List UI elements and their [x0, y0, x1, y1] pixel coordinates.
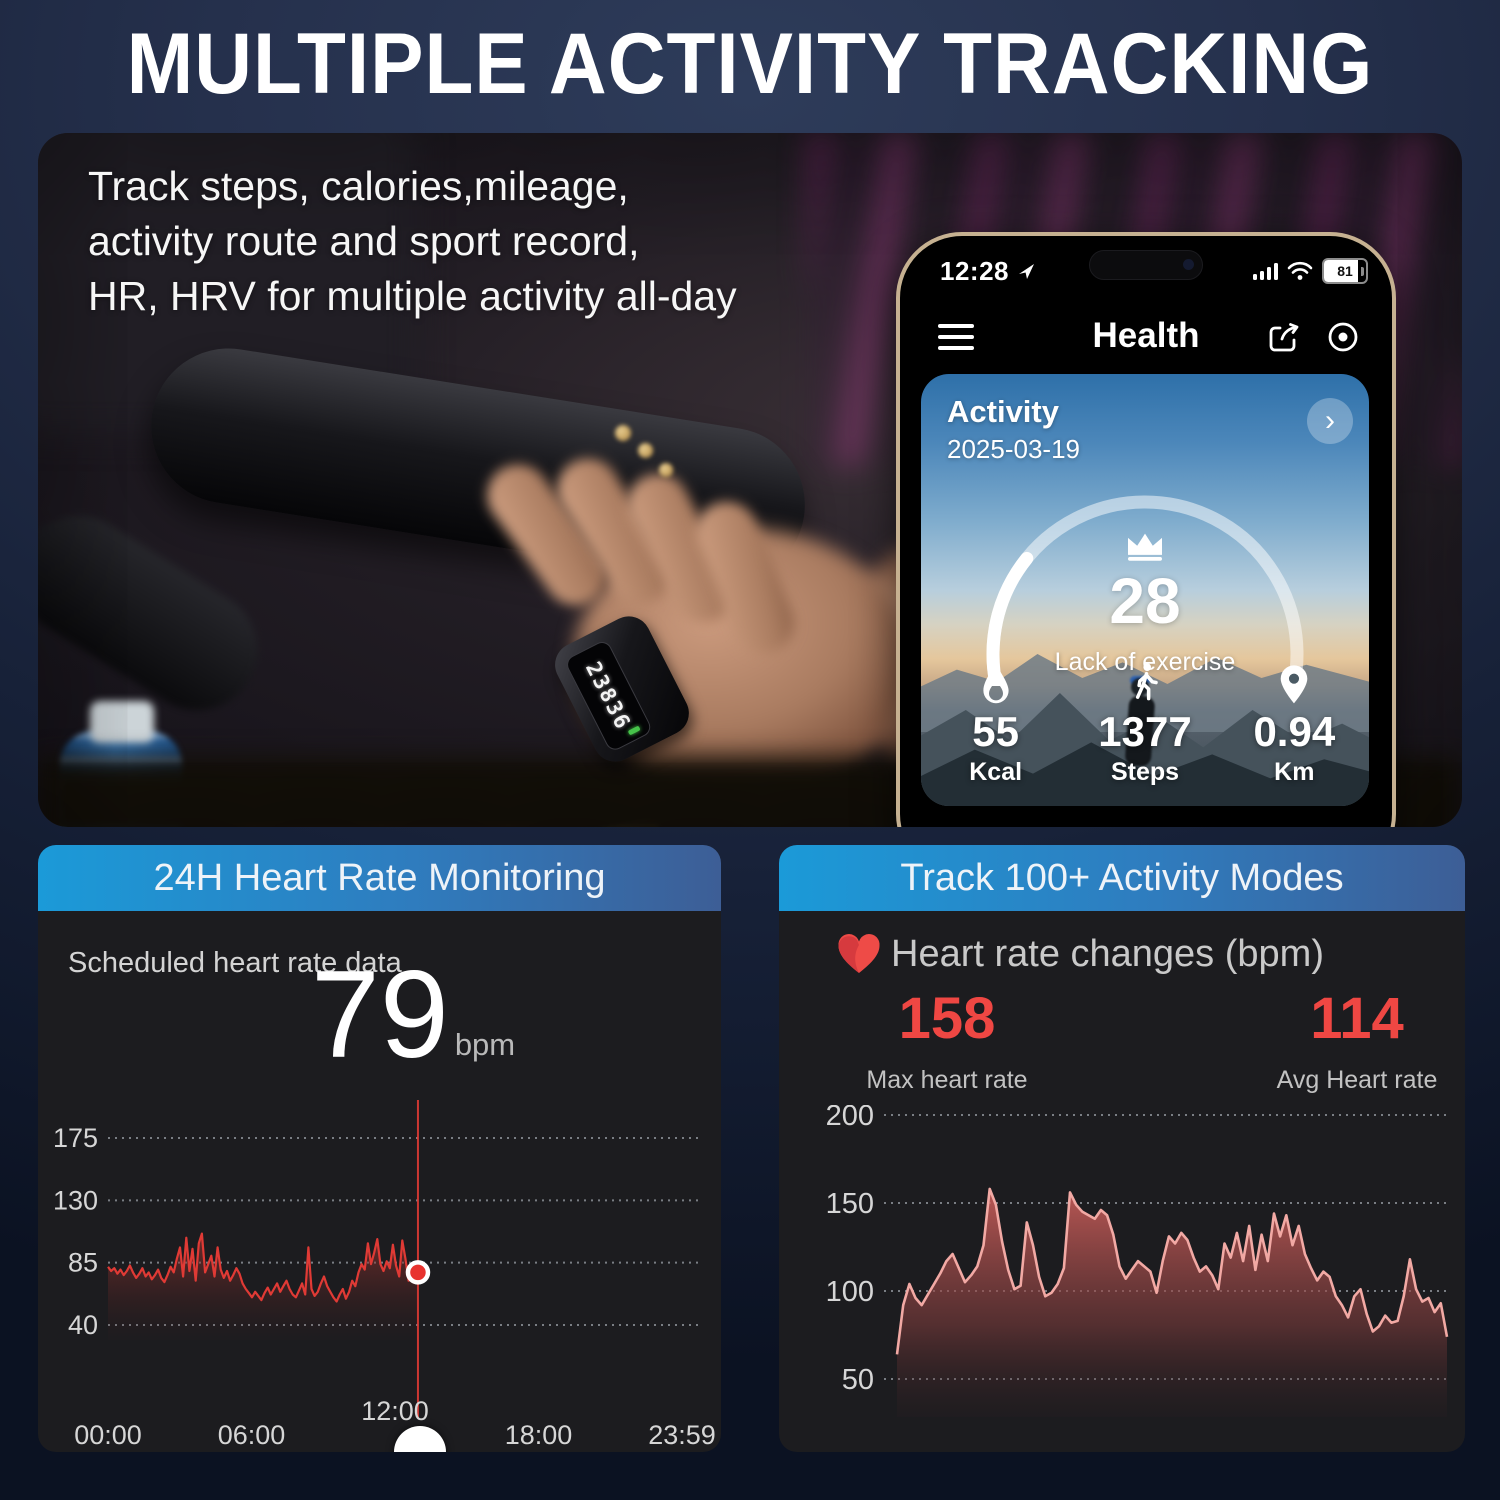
chevron-right-icon[interactable]: › — [1307, 398, 1353, 444]
stat-value: 0.94 — [1253, 708, 1336, 755]
svg-text:12:00: 12:00 — [361, 1396, 429, 1426]
activity-card[interactable]: Activity 2025-03-19 › 28 Lack of exercis… — [921, 374, 1369, 806]
avg-heart-rate-label: Avg Heart rate — [1276, 1066, 1438, 1094]
svg-text:85: 85 — [68, 1248, 98, 1278]
max-heart-rate-label: Max heart rate — [866, 1066, 1028, 1094]
heart-rate-panel-header: 24H Heart Rate Monitoring — [38, 845, 721, 911]
avg-heart-rate-value: 114 — [1310, 986, 1404, 1051]
svg-text:00:00: 00:00 — [74, 1420, 142, 1450]
menu-icon[interactable] — [938, 324, 974, 350]
flame-icon — [983, 665, 1009, 704]
activity-score-label: Lack of exercise — [1054, 648, 1236, 676]
svg-text:06:00: 06:00 — [218, 1420, 286, 1450]
battery-percent: 81 — [1337, 263, 1353, 279]
activity-score: 28 — [1109, 565, 1181, 637]
phone-camera-dot — [1183, 259, 1194, 270]
svg-text:100: 100 — [826, 1276, 874, 1308]
max-heart-rate: 158 Max heart rate — [817, 985, 1077, 1095]
activity-card-title: Activity — [947, 394, 1059, 429]
heart-rate-chart[interactable]: 175 130 85 40 00:00 06:00 12:00 18:00 23:59 — [38, 1100, 721, 1450]
photo-bracelet — [615, 425, 631, 441]
activity-stats-row: 55 Kcal 1377 Steps 0.9 — [921, 662, 1369, 787]
app-header: Health — [900, 310, 1392, 366]
app-title: Health — [1092, 316, 1200, 355]
battery-icon: 81 — [1322, 258, 1368, 284]
stat-steps: 1377 Steps — [1070, 662, 1219, 787]
activity-modes-panel: Track 100+ Activity Modes Heart rate cha… — [779, 845, 1465, 1452]
current-heart-rate: 79 bpm — [188, 953, 638, 1077]
stat-value: 55 — [972, 708, 1020, 755]
stat-label: Steps — [1110, 758, 1180, 786]
hero-photo: 23836 Track steps, calories,mileage, act… — [38, 133, 1462, 827]
stat-value: 1377 — [1098, 708, 1192, 755]
walker-icon — [1135, 663, 1158, 701]
svg-text:50: 50 — [842, 1364, 874, 1396]
phone-notch — [1089, 250, 1203, 280]
heart-rate-changes-title: Heart rate changes (bpm) — [891, 932, 1324, 975]
heart-rate-changes-heading: Heart rate changes (bpm) — [835, 931, 1324, 977]
photo-bracelet — [638, 443, 653, 458]
current-heart-rate-value: 79 — [310, 946, 449, 1084]
phone-mockup: 12:28 81 — [896, 232, 1396, 827]
wifi-icon — [1287, 261, 1313, 280]
svg-text:23:59: 23:59 — [648, 1420, 716, 1450]
svg-text:200: 200 — [826, 1105, 874, 1132]
hero-caption-line: HR, HRV for multiple activity all-day — [88, 272, 737, 319]
stat-label: Km — [1274, 758, 1315, 786]
heart-rate-subtitle: Scheduled heart rate data — [68, 947, 402, 979]
hero-caption: Track steps, calories,mileage, activity … — [88, 159, 737, 324]
device-target-icon[interactable] — [1324, 318, 1362, 356]
heart-rate-panel: 24H Heart Rate Monitoring Scheduled hear… — [38, 845, 721, 1452]
svg-text:130: 130 — [53, 1185, 98, 1215]
hero-caption-line: activity route and sport record, — [88, 217, 640, 264]
svg-text:18:00: 18:00 — [505, 1420, 573, 1450]
svg-text:150: 150 — [826, 1188, 874, 1220]
photo-bottle-cap — [90, 701, 154, 743]
activity-card-date: 2025-03-19 — [947, 434, 1080, 464]
stat-distance: 0.94 Km — [1220, 662, 1369, 787]
stat-label: Kcal — [969, 758, 1023, 786]
heart-icon — [838, 934, 880, 973]
location-pin-icon — [1281, 665, 1308, 704]
avg-heart-rate: 114 Avg Heart rate — [1227, 985, 1465, 1095]
max-heart-rate-value: 158 — [898, 986, 996, 1051]
photo-bracelet — [659, 463, 673, 477]
stat-calories: 55 Kcal — [921, 662, 1070, 787]
phone-status-bar: 12:28 81 — [900, 236, 1392, 294]
activity-gauge: 28 Lack of exercise — [921, 426, 1369, 728]
activity-modes-panel-header: Track 100+ Activity Modes — [779, 845, 1465, 911]
current-heart-rate-unit: bpm — [454, 1027, 516, 1062]
location-arrow-icon — [1018, 264, 1034, 279]
svg-text:175: 175 — [53, 1123, 98, 1153]
svg-text:40: 40 — [68, 1310, 98, 1340]
cellular-signal-icon — [1252, 262, 1278, 280]
crown-icon — [1128, 533, 1162, 561]
hero-caption-line: Track steps, calories,mileage, — [88, 163, 629, 209]
share-icon[interactable] — [1266, 318, 1304, 356]
heart-rate-area-chart: 200 150 100 50 — [779, 1100, 1465, 1445]
status-time: 12:28 — [940, 256, 1009, 286]
page-title: MULTIPLE ACTIVITY TRACKING — [126, 15, 1374, 112]
